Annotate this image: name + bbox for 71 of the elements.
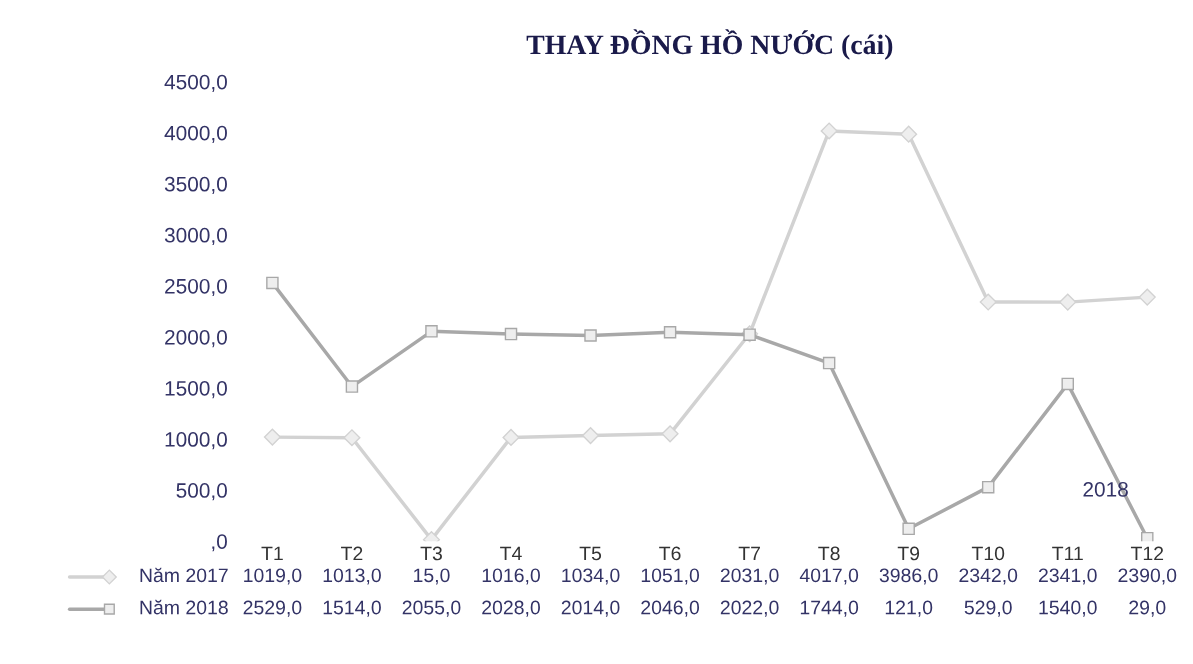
y-tick-label: 1000,0 xyxy=(165,432,227,450)
point xyxy=(504,327,518,341)
point xyxy=(1059,293,1077,311)
data-label: 1016,0 xyxy=(482,568,540,585)
x-tick-label: T7 xyxy=(738,546,760,561)
point xyxy=(979,293,997,311)
x-tick-label: T12 xyxy=(1130,546,1164,561)
x-tick-label: T4 xyxy=(500,546,522,561)
y-tick-label: 500,0 xyxy=(176,483,227,501)
data-label: 2341,0 xyxy=(1038,568,1097,585)
data-label: 529,0 xyxy=(964,600,1012,617)
x-tick-label: T1 xyxy=(261,546,283,561)
point xyxy=(981,480,995,494)
chart-title: THAY ĐỒNG HỒ NƯỚC (cái) xyxy=(526,29,893,60)
y-tick-label: 3000,0 xyxy=(164,227,227,246)
point xyxy=(345,380,359,393)
data-label: 1013,0 xyxy=(323,568,381,585)
y-tick-label: 4500,0 xyxy=(164,74,227,92)
data-label: 2028,0 xyxy=(482,600,540,617)
x-tick-label: T10 xyxy=(971,546,1005,561)
data-label: 2031,0 xyxy=(720,568,779,585)
point xyxy=(1138,288,1156,306)
data-label: 1744,0 xyxy=(800,600,859,617)
y-tick-label: 4000,0 xyxy=(164,125,227,143)
data-label: 121,0 xyxy=(885,600,933,617)
data-label: 2046,0 xyxy=(641,600,700,617)
point xyxy=(425,325,438,338)
data-label: 1034,0 xyxy=(562,568,620,585)
point xyxy=(581,427,600,445)
data-label: 1540,0 xyxy=(1039,600,1097,617)
x-tick-label: T5 xyxy=(579,546,602,561)
point xyxy=(1061,377,1074,391)
data-label: 2529,0 xyxy=(243,600,302,617)
x-tick-label: T3 xyxy=(420,546,442,561)
x-tick-label: T9 xyxy=(897,546,920,561)
y-tick-label: 3500,0 xyxy=(164,176,227,194)
point xyxy=(900,125,918,143)
x-tick-label: T8 xyxy=(818,546,840,561)
y-tick-label: 1500,0 xyxy=(165,381,227,399)
y-tick-label: ,0 xyxy=(212,534,227,552)
point xyxy=(820,122,838,140)
legend-label: Năm 2017 xyxy=(140,567,228,583)
point xyxy=(663,325,677,339)
y-tick-label: 2000,0 xyxy=(165,329,227,348)
point xyxy=(343,429,361,447)
y-tick-label: 2500,0 xyxy=(165,278,227,297)
point xyxy=(584,329,597,342)
x-tick-label: T2 xyxy=(341,546,363,561)
data-label: 29,0 xyxy=(1129,600,1166,617)
annotation: 2018 xyxy=(1083,481,1128,497)
data-label: 1019,0 xyxy=(244,568,302,585)
legend-label: Năm 2018 xyxy=(140,599,228,615)
data-label: 1051,0 xyxy=(641,568,700,585)
data-label: 1514,0 xyxy=(323,600,381,617)
data-label: 2022,0 xyxy=(720,600,779,617)
point xyxy=(1141,531,1154,542)
point xyxy=(822,356,836,370)
point xyxy=(263,428,281,446)
point xyxy=(902,522,915,536)
data-label: 3986,0 xyxy=(879,568,938,585)
point xyxy=(266,276,279,290)
x-tick-label: T6 xyxy=(659,546,681,561)
data-label: 4017,0 xyxy=(799,568,859,585)
point xyxy=(502,428,520,446)
data-label: 15,0 xyxy=(414,568,450,585)
data-label: 2390,0 xyxy=(1118,568,1177,585)
x-tick-label: T11 xyxy=(1052,546,1083,561)
data-label: 2055,0 xyxy=(402,600,461,617)
data-label: 2342,0 xyxy=(959,568,1018,585)
point xyxy=(661,425,679,443)
data-label: 2014,0 xyxy=(561,600,620,617)
